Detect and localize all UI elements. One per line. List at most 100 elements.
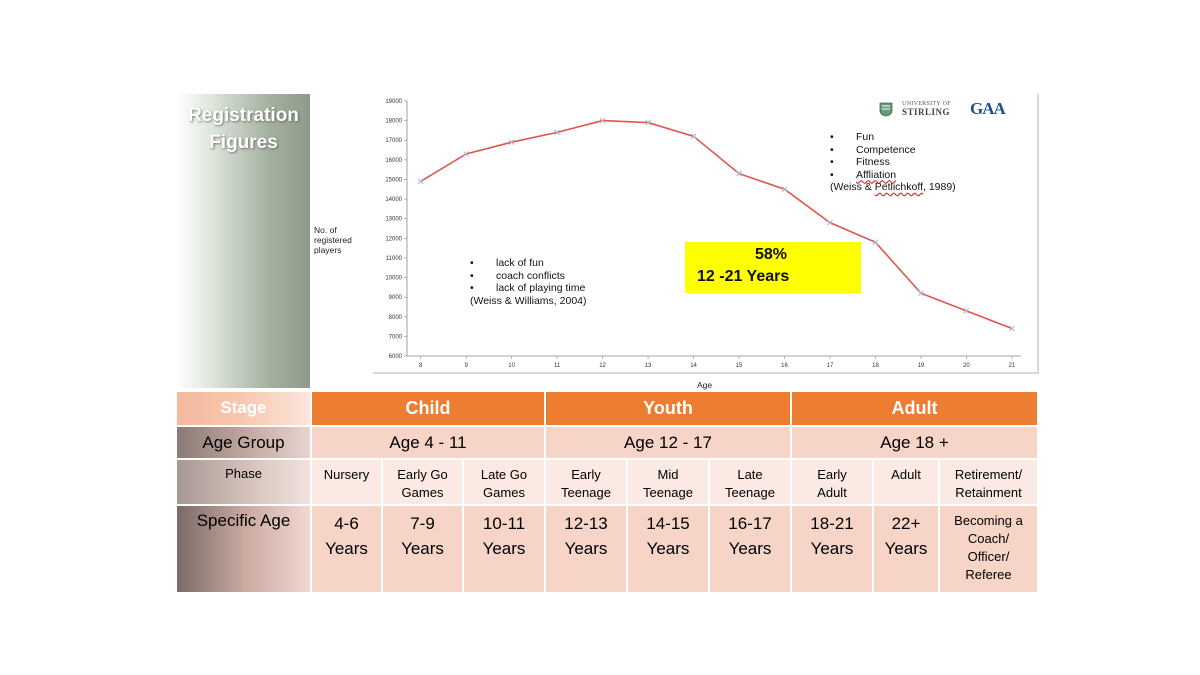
- specific-age-line: Years: [482, 539, 526, 558]
- specific-age-line: Years: [325, 539, 368, 558]
- specific-age-line: 10-11: [482, 514, 526, 533]
- phase-cell: Late Teenage: [710, 460, 790, 504]
- x-tick-label: 19: [918, 363, 925, 369]
- phase-line: Teenage: [561, 485, 611, 500]
- specific-age-line: 4-6: [334, 514, 359, 533]
- y-tick-label: 15000: [385, 177, 402, 183]
- data-point: [827, 219, 833, 226]
- data-point: [554, 129, 560, 136]
- specific-age-line: Years: [401, 539, 444, 558]
- motives-citation: (Weiss & Petlichkoff, 1989): [830, 181, 956, 194]
- y-tick-label: 18000: [385, 119, 402, 125]
- dropout-highlight-box: 58% 12 -21 Years: [685, 242, 861, 293]
- x-tick-label: 9: [464, 363, 468, 369]
- logo-university-name: STIRLING: [902, 107, 951, 117]
- logo-area: UNIVERSITY OF STIRLING GAA: [874, 99, 1019, 121]
- specific-age-line: Years: [646, 539, 690, 558]
- x-tick-label: 20: [963, 363, 970, 369]
- specific-age-line: Years: [810, 539, 854, 558]
- data-point: [1009, 325, 1015, 332]
- dropout-citation: (Weiss & Williams, 2004): [470, 294, 587, 307]
- dropout-reasons-note: lack of fun coach conflicts lack of play…: [470, 257, 587, 307]
- phase-line: Late Go: [480, 467, 528, 482]
- specific-age-cell: 12-13 Years: [546, 506, 626, 592]
- y-tick-label: 19000: [385, 99, 402, 105]
- specific-age-line: Becoming a: [954, 513, 1023, 528]
- x-tick-label: 14: [690, 363, 697, 369]
- data-point: [508, 139, 515, 146]
- data-point: [690, 133, 697, 140]
- y-tick-label: 16000: [385, 158, 402, 164]
- citation-suffix: , 1989): [922, 181, 956, 193]
- highlight-age-range: 12 -21 Years: [697, 268, 790, 285]
- phase-line: Early: [571, 467, 601, 482]
- stage-row-label: Stage: [177, 392, 310, 425]
- y-tick-label: 7000: [389, 334, 403, 340]
- specific-age-line: Officer/: [967, 549, 1010, 564]
- specific-age-line: 14-15: [646, 514, 690, 533]
- specific-age-line: Coach/: [967, 531, 1010, 546]
- specific-age-line: 7-9: [410, 514, 435, 533]
- phase-cell: Nursery: [312, 460, 381, 504]
- x-tick-label: 11: [554, 363, 561, 369]
- phase-line: Retirement/: [954, 467, 1023, 482]
- highlight-percent: 58%: [755, 246, 788, 263]
- registration-figures-title: Registration Figures: [177, 102, 310, 156]
- specific-age-line: 18-21: [810, 514, 854, 533]
- specific-age-line: Years: [564, 539, 608, 558]
- specific-age-cell: 10-11 Years: [464, 506, 544, 592]
- specific-age-line: 22+: [891, 514, 921, 533]
- citation-prefix: (Weiss &: [830, 181, 875, 193]
- specific-age-cell: 4-6 Years: [312, 506, 381, 592]
- specific-age-row-label: Specific Age: [177, 506, 310, 592]
- phase-row-label: Phase: [177, 460, 310, 504]
- x-tick-label: 18: [872, 363, 879, 369]
- x-tick-label: 16: [781, 363, 788, 369]
- motive-item: Competence: [830, 144, 956, 157]
- dropout-reason-item: lack of playing time: [470, 282, 587, 295]
- stage-adult: Adult: [792, 392, 1037, 425]
- y-tick-label: 14000: [385, 197, 402, 203]
- motive-item: Affliation: [830, 169, 956, 182]
- phase-cell: Mid Teenage: [628, 460, 708, 504]
- y-tick-label: 9000: [389, 295, 403, 301]
- y-axis-label-line1: No. of: [314, 225, 337, 235]
- specific-age-cell: 18-21 Years: [792, 506, 872, 592]
- participation-motives-note: Fun Competence Fitness Affliation (Weiss…: [830, 131, 956, 194]
- stage-youth: Youth: [546, 392, 790, 425]
- y-tick-label: 6000: [389, 354, 403, 360]
- y-tick-label: 10000: [385, 276, 402, 282]
- specific-age-line: 12-13: [564, 514, 608, 533]
- data-point: [599, 117, 606, 124]
- specific-age-cell: 22+ Years: [874, 506, 938, 592]
- age-group-adult: Age 18 +: [792, 427, 1037, 458]
- phase-line: Teenage: [725, 485, 775, 500]
- data-point: [463, 151, 470, 157]
- registration-title-line2: Figures: [209, 132, 278, 153]
- motive-item-text: Affliation: [856, 168, 897, 181]
- specific-age-line: Years: [884, 539, 928, 558]
- specific-age-cell: Becoming a Coach/Officer/Referee: [940, 506, 1037, 592]
- data-point: [781, 186, 788, 193]
- data-point: [417, 178, 424, 185]
- motive-item: Fitness: [830, 156, 956, 169]
- series-line: [420, 119, 1013, 330]
- data-point: [918, 290, 924, 297]
- x-tick-label: 13: [645, 363, 652, 369]
- citation-author: Petlichkoff: [874, 181, 923, 193]
- x-tick-label: 21: [1009, 363, 1016, 369]
- y-tick-label: 12000: [385, 236, 402, 242]
- phase-cell: Retirement/Retainment: [940, 460, 1037, 504]
- phase-line: Adult: [817, 485, 847, 500]
- phase-cell: Early Adult: [792, 460, 872, 504]
- y-tick-label: 13000: [385, 217, 402, 223]
- data-point: [872, 239, 879, 246]
- stirling-crest-icon: [879, 102, 893, 117]
- phase-line: Games: [483, 485, 525, 500]
- phase-cell: Early Go Games: [383, 460, 462, 504]
- phase-line: Early: [817, 467, 847, 482]
- stage-child: Child: [312, 392, 544, 425]
- age-group-child: Age 4 - 11: [312, 427, 544, 458]
- specific-age-line: 16-17: [728, 514, 772, 533]
- gaa-logo: GAA: [970, 99, 1006, 118]
